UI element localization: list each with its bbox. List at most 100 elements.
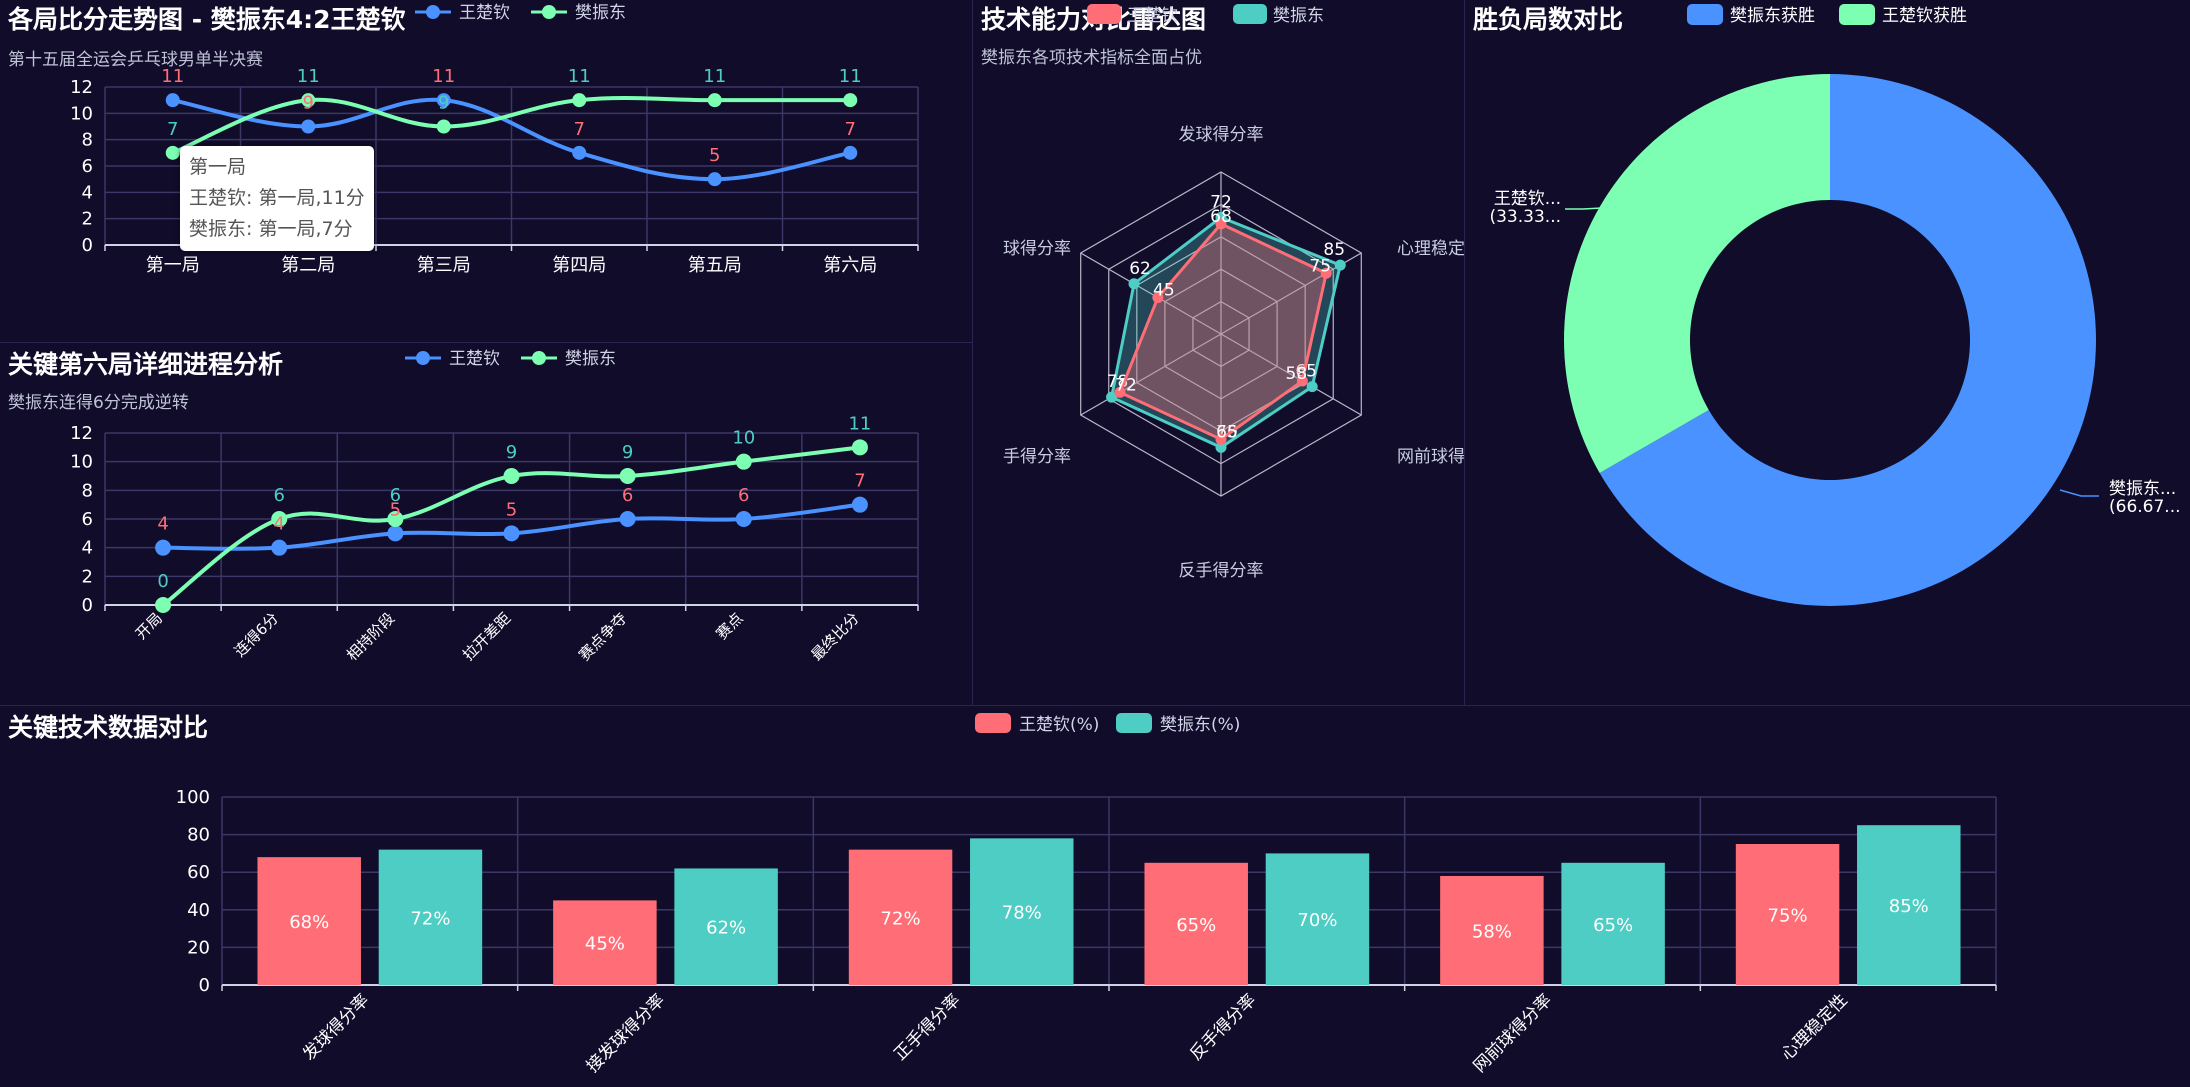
data-point — [852, 497, 868, 513]
game6-chart: 024681012开局 连得6分 相持阶段 拉开差距 赛点争夺 赛点 最终比分4 45 56 67… — [0, 343, 972, 705]
radar-value-label: 62 — [1129, 259, 1151, 279]
x-tick-label: 第五局 — [688, 255, 742, 276]
data-label: 11 — [848, 413, 871, 434]
x-tick-label: 接发球得分率 — [583, 990, 669, 1076]
radar-panel: 技术能力对比雷达图 樊振东各项技术指标全面占优 发球得分率心理稳定网前球得反手得… — [972, 0, 1464, 705]
donut-label-wang: 王楚钦... — [1494, 189, 1561, 209]
data-point — [504, 468, 520, 484]
legend-fan-swatch — [1233, 4, 1267, 24]
donut-label-fan: 樊振东... — [2109, 479, 2176, 499]
bar-value-label: 45% — [585, 934, 625, 955]
radar-indicator-label: 网前球得 — [1397, 447, 1465, 467]
y-tick-label: 12 — [70, 77, 93, 98]
y-tick-label: 2 — [82, 566, 93, 587]
radar-value-label: 68 — [1210, 207, 1232, 227]
donut-chart: 樊振东...(66.67...王楚钦...(33.33...樊振东获胜 王楚钦获胜 — [1465, 0, 2190, 705]
legend-fan-swatch — [1116, 713, 1152, 733]
data-point — [504, 525, 520, 541]
x-tick-label: 最终比分 — [808, 609, 863, 664]
x-tick-label: 网前球得分率 — [1470, 990, 1556, 1076]
legend-fan-label: 樊振东获胜 — [1730, 6, 1815, 26]
legend-wang-dot — [426, 5, 440, 19]
x-tick-label: 第四局 — [552, 255, 606, 276]
data-point — [301, 120, 315, 134]
x-tick-label: 第二局 — [281, 255, 335, 276]
data-label: 5 — [709, 145, 720, 166]
radar-indicator-label: 球得分率 — [1003, 239, 1071, 259]
data-label: 11 — [839, 66, 862, 87]
y-tick-label: 8 — [82, 130, 93, 151]
y-tick-label: 0 — [199, 975, 210, 996]
legend-wang-label: 王楚钦(%) — [1019, 715, 1099, 735]
legend-wang-dot — [416, 351, 430, 365]
tech-bar-chart: 0 20 40 60 80 100 68% 45% 72% 65% 58% 75% 72% 62% 78% 7… — [0, 706, 2190, 1087]
bar-value-label: 75% — [1768, 906, 1808, 927]
y-tick-label: 4 — [82, 182, 93, 203]
y-tick-label: 10 — [70, 103, 93, 124]
x-tick-label: 连得6分 — [231, 609, 282, 660]
bar-value-label: 78% — [1002, 903, 1042, 924]
data-label: 9 — [438, 93, 449, 114]
y-tick-label: 100 — [176, 787, 210, 808]
data-label: 6 — [273, 485, 284, 506]
data-point — [572, 146, 586, 160]
data-point — [852, 439, 868, 455]
data-label: 11 — [703, 66, 726, 87]
y-tick-label: 40 — [187, 900, 210, 921]
bar-value-label: 62% — [706, 918, 746, 939]
x-tick-label: 第一局 — [146, 255, 200, 276]
data-label: 0 — [157, 571, 168, 592]
data-point — [736, 511, 752, 527]
data-label: 7 — [167, 119, 178, 140]
x-tick-label: 第三局 — [417, 255, 471, 276]
bar-value-label: 65% — [1176, 915, 1216, 936]
legend-fan-label: 樊振东(%) — [1160, 715, 1240, 735]
data-point — [387, 525, 403, 541]
x-tick-label: 开局 — [132, 609, 166, 643]
donut-pct-wang: (33.33... — [1489, 207, 1561, 227]
data-label: 9 — [506, 442, 517, 463]
legend-fan-swatch — [1687, 4, 1723, 25]
tech-bar-panel: 关键技术数据对比 0 20 40 60 80 100 68% 45% 72% 65% 58% 75% 7… — [0, 705, 2190, 1086]
data-label: 9 — [303, 93, 314, 114]
data-label: 7 — [845, 119, 856, 140]
donut-leader-wang — [1565, 208, 1602, 209]
radar-value-label: 75 — [1309, 256, 1331, 276]
data-label: 4 — [273, 514, 284, 535]
bar-value-label: 85% — [1889, 896, 1929, 917]
radar-point — [1307, 381, 1318, 392]
y-tick-label: 80 — [187, 825, 210, 846]
y-tick-label: 4 — [82, 538, 93, 559]
x-tick-label: 拉开差距 — [459, 609, 514, 664]
data-point — [736, 454, 752, 470]
data-point — [708, 93, 722, 107]
radar-value-label: 72 — [1115, 375, 1137, 395]
data-label: 11 — [568, 66, 591, 87]
game6-panel: 关键第六局详细进程分析 樊振东连得6分完成逆转 0 2 4 6 8 10 12 开局 连得6分 相… — [0, 343, 972, 705]
data-label: 9 — [622, 442, 633, 463]
data-point — [620, 511, 636, 527]
legend-wang-swatch — [975, 713, 1011, 733]
data-point — [572, 93, 586, 107]
x-tick-label: 心理稳定性 — [1777, 990, 1851, 1064]
data-label: 5 — [506, 499, 517, 520]
y-tick-label: 8 — [82, 480, 93, 501]
data-label: 6 — [738, 485, 749, 506]
x-tick-label: 赛点 — [713, 609, 747, 643]
y-tick-label: 0 — [82, 595, 93, 616]
data-point — [620, 468, 636, 484]
y-tick-label: 60 — [187, 862, 210, 883]
donut-leader-fan — [2060, 490, 2099, 496]
chart-tooltip: 第一局 王楚钦: 第一局,11分 樊振东: 第一局,7分 — [180, 146, 374, 251]
radar-indicator-label: 反手得分率 — [1179, 561, 1264, 581]
legend-wang-label: 王楚钦 — [1127, 6, 1178, 26]
data-label: 6 — [622, 485, 633, 506]
data-point — [166, 93, 180, 107]
data-point — [155, 597, 171, 613]
radar-chart: 发球得分率心理稳定网前球得反手得分率手得分率球得分率72856570786268… — [973, 0, 1465, 705]
legend-wang-label: 王楚钦 — [449, 349, 500, 369]
data-label: 7 — [574, 119, 585, 140]
x-tick-label: 赛点争夺 — [575, 609, 630, 664]
data-point — [166, 146, 180, 160]
